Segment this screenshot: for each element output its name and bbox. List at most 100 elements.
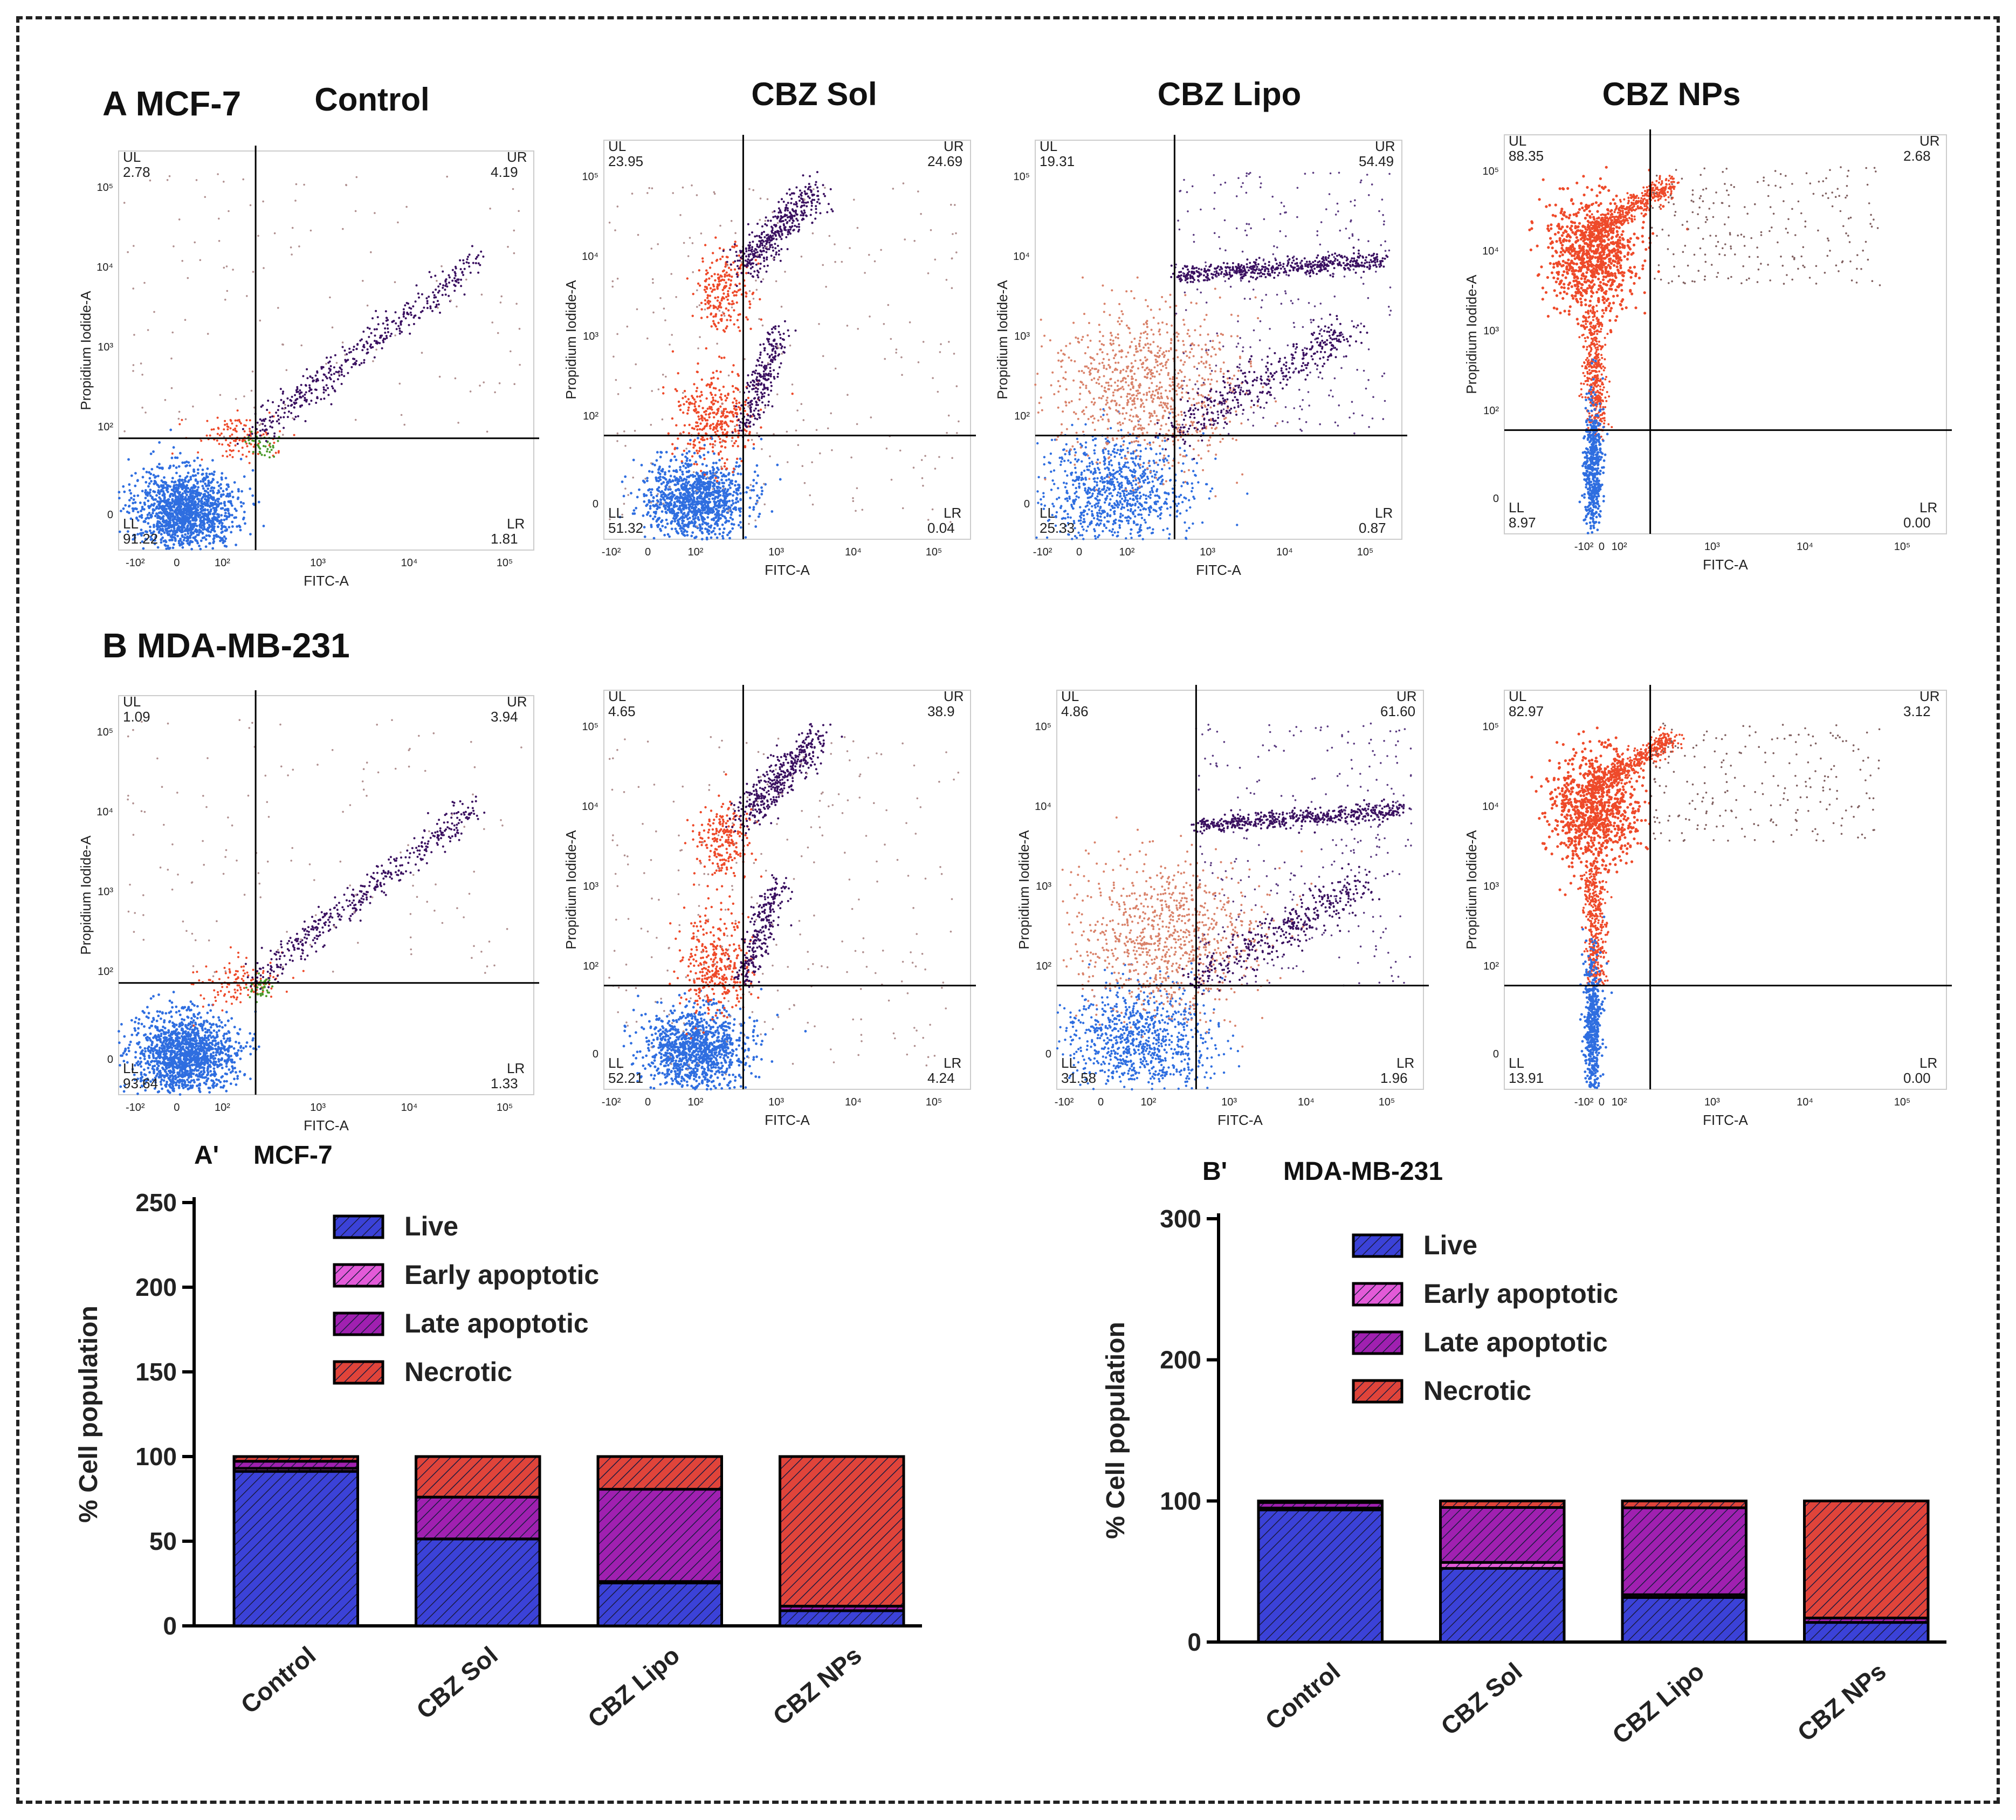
y-tick-label: 10³ <box>98 886 113 898</box>
dot-cloud <box>1530 723 1880 1089</box>
dot-cloud <box>1528 166 1881 534</box>
bar-necrotic <box>416 1457 540 1497</box>
dot-cloud <box>118 173 521 550</box>
y-tick-label: 150 <box>135 1358 177 1386</box>
quadrant-label-ul: UL <box>1040 138 1057 154</box>
quadrant-value-ll: 51.32 <box>608 520 643 536</box>
y-tick-label: 10⁵ <box>582 171 598 183</box>
quadrant-label-ll: LL <box>1061 1055 1077 1071</box>
x-tick-label: 10³ <box>310 1102 326 1114</box>
x-tick-label: 10⁵ <box>926 1096 942 1108</box>
y-tick-label: 200 <box>135 1273 177 1301</box>
y-tick-label: 10⁴ <box>97 262 113 273</box>
x-tick-label: 10⁵ <box>1357 546 1374 558</box>
x-tick-label: 10² <box>1612 541 1627 553</box>
plot-frame <box>119 696 534 1095</box>
legend-swatch-necrotic <box>334 1362 383 1383</box>
x-axis-label: FITC-A <box>765 1112 810 1128</box>
x-tick-label: 10⁴ <box>1276 546 1293 558</box>
quadrant-value-lr: 1.96 <box>1380 1070 1408 1086</box>
x-tick-label: 10² <box>1141 1096 1157 1108</box>
quadrant-label-ur: UR <box>1919 688 1940 704</box>
plot-frame <box>604 690 971 1089</box>
bar-necrotic <box>1258 1501 1382 1502</box>
quadrant-label-lr: LR <box>507 516 525 532</box>
quadrant-label-ur: UR <box>1375 138 1395 154</box>
dot-cloud <box>1034 172 1392 541</box>
x-axis-label: FITC-A <box>1217 1112 1263 1128</box>
dot-cloud <box>1056 723 1412 1090</box>
x-tick-label: 0 <box>174 1102 180 1114</box>
y-tick-label: 0 <box>1045 1048 1051 1060</box>
x-tick-label: CBZ Sol <box>1435 1657 1527 1741</box>
y-tick-label: 10⁴ <box>582 251 598 263</box>
legend-label-live: Live <box>1423 1230 1477 1260</box>
legend-swatch-necrotic <box>1353 1381 1402 1402</box>
y-tick-label: 0 <box>593 498 598 510</box>
y-axis-label: Propidium Iodide-A <box>1463 274 1480 394</box>
quadrant-value-ll: 8.97 <box>1509 514 1536 531</box>
quadrant-value-ll: 31.58 <box>1061 1070 1096 1086</box>
y-tick-label: 10⁵ <box>1013 171 1030 183</box>
bar-necrotic <box>780 1457 904 1606</box>
quadrant-label-ur: UR <box>507 693 527 710</box>
y-tick-label: 10² <box>1014 410 1030 422</box>
y-tick-label: 10⁵ <box>1482 721 1499 733</box>
bar-live <box>780 1611 904 1626</box>
x-tick-label: 0 <box>1076 546 1082 558</box>
quadrant-value-ll: 13.91 <box>1509 1070 1544 1086</box>
quadrant-value-ll: 52.21 <box>608 1070 643 1086</box>
x-tick-label: 10³ <box>768 1096 784 1108</box>
bar-live <box>416 1539 540 1626</box>
y-axis-title: % Cell population <box>1102 1322 1130 1539</box>
x-tick-label: 10² <box>1612 1096 1627 1108</box>
x-axis-label: FITC-A <box>304 573 349 589</box>
bar-late <box>598 1489 722 1582</box>
quadrant-label-ll: LL <box>123 516 139 532</box>
x-tick-label: -10² <box>1055 1096 1074 1108</box>
bar-necrotic <box>234 1457 358 1461</box>
y-tick-label: 10⁵ <box>97 726 113 738</box>
y-axis-label: Propidium Iodide-A <box>1463 830 1480 950</box>
flow-plot-mcf7-control: UL2.78UR4.19LL91.22LR1.81-10² 0 10² 10³ 10⁴ 1… <box>70 140 555 599</box>
x-tick-label: 0 <box>1599 1096 1605 1108</box>
legend-swatch-early <box>1353 1283 1402 1305</box>
bar-late <box>416 1497 540 1539</box>
y-tick-label: 10³ <box>1483 325 1499 337</box>
quadrant-value-ul: 88.35 <box>1509 148 1544 164</box>
quadrant-value-ul: 19.31 <box>1040 153 1075 169</box>
quadrant-label-ll: LL <box>1040 505 1055 521</box>
legend-swatch-live <box>1353 1235 1402 1256</box>
legend-label-necrotic: Necrotic <box>404 1357 512 1387</box>
y-tick-label: 50 <box>149 1527 177 1555</box>
bar-chart-mda: 0 100 200 300 % Cell population Control CBZ So… <box>1089 1186 1979 1807</box>
bar-chart-a-panel: A' <box>194 1141 219 1170</box>
quadrant-label-ul: UL <box>1509 133 1526 149</box>
legend-swatch-early <box>334 1265 383 1286</box>
quadrant-label-ur: UR <box>944 138 964 154</box>
x-tick-label: CBZ Lipo <box>582 1641 685 1733</box>
bar-necrotic <box>1441 1501 1565 1507</box>
quadrant-label-ul: UL <box>608 688 626 704</box>
legend-label-late: Late apoptotic <box>1423 1327 1608 1357</box>
x-axis-label: FITC-A <box>1703 557 1748 573</box>
quadrant-value-ur: 24.69 <box>927 153 962 169</box>
y-tick-label: 0 <box>107 1054 113 1066</box>
y-tick-label: 10⁴ <box>1482 245 1499 257</box>
column-title-cbz-sol: CBZ Sol <box>598 75 1030 113</box>
bar-necrotic <box>1805 1501 1929 1618</box>
quadrant-value-ur: 61.60 <box>1380 703 1415 719</box>
quadrant-value-lr: 1.81 <box>491 531 518 547</box>
quadrant-value-ur: 4.19 <box>491 164 518 180</box>
x-tick-label: Control <box>235 1641 321 1719</box>
flow-plot-mda-control: UL1.09UR3.94LL93.64LR1.33-10² 0 10² 10³ 10⁴ 1… <box>70 685 555 1143</box>
bar-live <box>1622 1597 1746 1642</box>
quadrant-value-ul: 23.95 <box>608 153 643 169</box>
bar-live <box>234 1472 358 1626</box>
x-tick-label: -10² <box>1033 546 1052 558</box>
dot-cloud <box>118 719 522 1096</box>
y-tick-label: 10³ <box>583 331 598 342</box>
x-tick-label: CBZ Lipo <box>1607 1657 1709 1749</box>
